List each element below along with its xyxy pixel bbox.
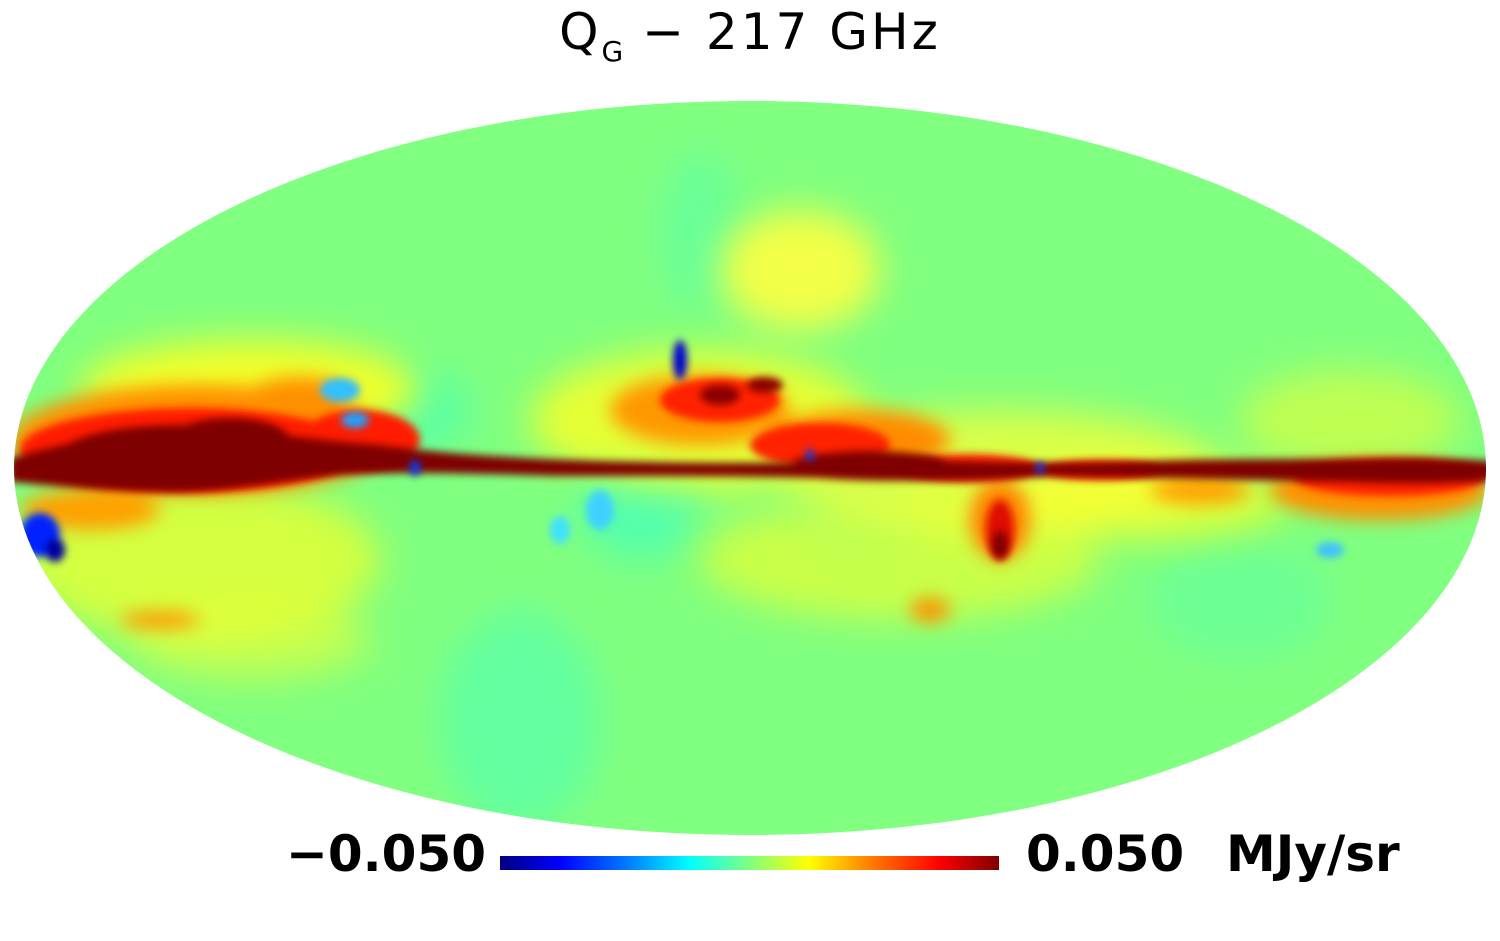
title-frequency: − 217 GHz (623, 3, 941, 61)
colorbar-unit-label: MJy/sr (1226, 825, 1400, 883)
colorbar (500, 856, 999, 870)
colorbar-min-label: −0.050 (286, 825, 487, 883)
title-subscript: G (601, 35, 624, 68)
map-title: QG − 217 GHz (0, 2, 1500, 82)
title-symbol: Q (559, 3, 602, 61)
map-features (14, 150, 1486, 830)
galactic-plane (14, 377, 1486, 559)
colorbar-max-label: 0.050 (1026, 825, 1185, 883)
